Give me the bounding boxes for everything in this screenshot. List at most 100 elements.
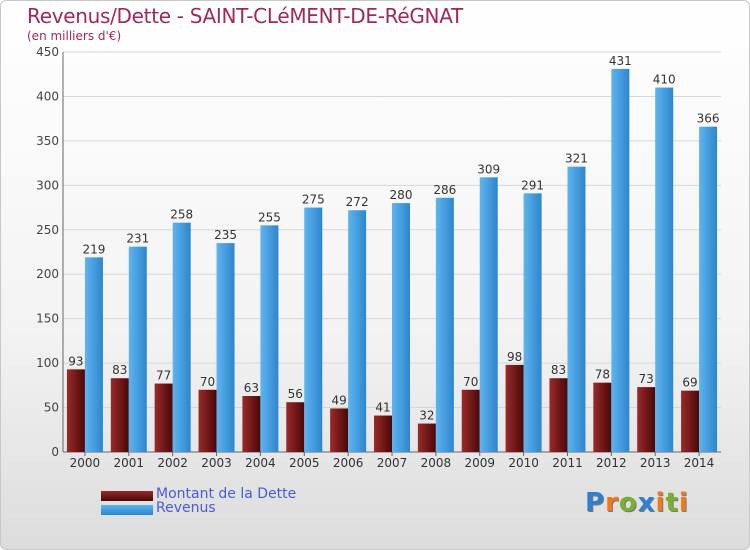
bar-dette [637, 387, 656, 452]
logo-letter: x [637, 488, 656, 518]
x-tick-label: 2000 [70, 456, 101, 470]
logo-letter: P [585, 488, 606, 518]
y-tick-label: 0 [51, 445, 59, 459]
data-label-dette: 70 [463, 375, 478, 389]
x-tick-label: 2011 [552, 456, 583, 470]
y-tick-label: 50 [44, 401, 59, 415]
bar-dette [593, 382, 612, 452]
bar-revenus [567, 166, 586, 452]
data-label-revenus: 275 [302, 193, 325, 207]
bar-dette [330, 408, 349, 452]
data-label-revenus: 272 [346, 195, 369, 209]
bar-revenus [655, 87, 674, 453]
logo-letter: t [665, 488, 679, 518]
x-tick-label: 2009 [464, 456, 495, 470]
y-tick-label: 200 [36, 267, 59, 281]
x-tick-label: 2002 [157, 456, 188, 470]
bar-dette [154, 383, 173, 452]
logo-letter: o [618, 488, 638, 518]
bar-revenus [216, 243, 235, 452]
x-tick-label: 2001 [114, 456, 145, 470]
logo-letter: r [605, 488, 619, 518]
bar-dette [286, 402, 305, 452]
chart-subtitle: (en milliers d'€) [27, 29, 122, 43]
bar-revenus [523, 193, 542, 453]
bar-dette [549, 378, 568, 452]
y-tick-label: 300 [36, 178, 59, 192]
bar-dette [198, 389, 217, 452]
bar-dette [461, 389, 480, 452]
bar-revenus [392, 203, 410, 452]
data-label-revenus: 255 [258, 210, 281, 224]
data-label-revenus: 321 [565, 152, 588, 166]
x-tick-label: 2003 [201, 456, 232, 470]
data-label-dette: 98 [507, 350, 522, 364]
x-tick-label: 2013 [640, 456, 671, 470]
x-tick-label: 2007 [377, 456, 408, 470]
bar-revenus [699, 126, 718, 453]
data-label-revenus: 431 [609, 54, 632, 68]
data-label-dette: 73 [639, 372, 654, 386]
y-tick-label: 400 [36, 89, 59, 103]
data-label-dette: 32 [419, 409, 434, 423]
data-label-revenus: 231 [126, 232, 149, 246]
bar-revenus [260, 225, 279, 452]
data-label-revenus: 366 [697, 112, 720, 126]
chart-title: Revenus/Dette - SAINT-CLéMENT-DE-RéGNAT [27, 4, 463, 28]
bar-revenus [348, 210, 367, 452]
data-label-dette: 63 [244, 381, 259, 395]
x-tick-label: 2008 [421, 456, 452, 470]
logo-letter: i [678, 488, 689, 518]
bar-revenus [435, 197, 454, 452]
data-label-revenus: 410 [653, 73, 676, 87]
x-tick-label: 2012 [596, 456, 627, 470]
y-tick-label: 150 [36, 312, 59, 326]
data-label-dette: 78 [595, 368, 610, 382]
legend-label-revenus: Revenus [156, 500, 216, 516]
x-tick-label: 2014 [684, 456, 715, 470]
bar-revenus [84, 257, 103, 452]
data-label-dette: 56 [288, 387, 303, 401]
legend-swatch-revenus [101, 505, 153, 515]
data-label-revenus: 286 [433, 183, 456, 197]
y-tick-label: 350 [36, 134, 59, 148]
data-label-dette: 70 [200, 375, 215, 389]
y-tick-label: 450 [36, 45, 59, 59]
data-label-dette: 49 [331, 393, 346, 407]
bar-dette [417, 423, 436, 452]
bar-dette [242, 396, 261, 452]
data-label-dette: 93 [68, 354, 83, 368]
x-tick-label: 2010 [508, 456, 539, 470]
logo-letter: i [655, 488, 666, 518]
data-label-dette: 69 [682, 376, 697, 390]
x-tick-label: 2004 [245, 456, 276, 470]
data-label-revenus: 280 [390, 188, 413, 202]
data-label-dette: 83 [551, 363, 566, 377]
bar-dette [681, 390, 700, 452]
bar-revenus [128, 246, 147, 452]
bar-revenus [304, 207, 323, 452]
bar-dette [66, 369, 85, 452]
x-tick-label: 2006 [333, 456, 364, 470]
data-label-revenus: 309 [477, 162, 500, 176]
y-tick-label: 250 [36, 223, 59, 237]
bar-revenus [172, 222, 191, 452]
legend-swatch-dette [101, 491, 153, 501]
data-label-revenus: 291 [521, 178, 544, 192]
data-label-dette: 77 [156, 369, 171, 383]
x-tick-label: 2005 [289, 456, 320, 470]
bar-dette [110, 378, 129, 452]
bar-dette [505, 364, 524, 452]
data-label-revenus: 219 [82, 242, 105, 256]
data-label-dette: 83 [112, 363, 127, 377]
proxiti-logo: Proxiti [585, 488, 689, 518]
data-label-revenus: 258 [170, 208, 193, 222]
bar-revenus [479, 177, 498, 453]
data-label-dette: 41 [375, 401, 390, 415]
bar-dette [374, 415, 392, 452]
legend-label-dette: Montant de la Dette [156, 486, 297, 502]
bar-revenus [611, 68, 630, 452]
data-label-revenus: 235 [214, 228, 237, 242]
